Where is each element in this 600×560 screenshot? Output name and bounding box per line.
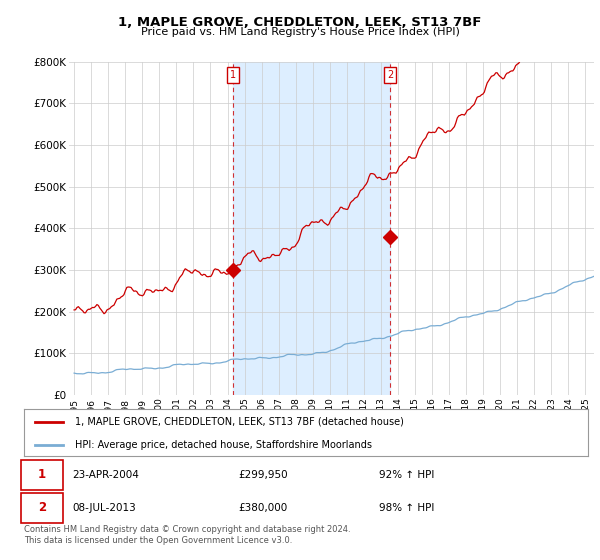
Text: 98% ↑ HPI: 98% ↑ HPI <box>379 503 434 513</box>
Text: Price paid vs. HM Land Registry's House Price Index (HPI): Price paid vs. HM Land Registry's House … <box>140 27 460 37</box>
FancyBboxPatch shape <box>21 493 64 522</box>
Text: 1, MAPLE GROVE, CHEDDLETON, LEEK, ST13 7BF: 1, MAPLE GROVE, CHEDDLETON, LEEK, ST13 7… <box>118 16 482 29</box>
Text: 1, MAPLE GROVE, CHEDDLETON, LEEK, ST13 7BF (detached house): 1, MAPLE GROVE, CHEDDLETON, LEEK, ST13 7… <box>75 417 404 427</box>
Text: 2: 2 <box>387 70 393 80</box>
Text: £299,950: £299,950 <box>238 470 288 480</box>
Text: 08-JUL-2013: 08-JUL-2013 <box>72 503 136 513</box>
Text: £380,000: £380,000 <box>238 503 287 513</box>
Text: HPI: Average price, detached house, Staffordshire Moorlands: HPI: Average price, detached house, Staf… <box>75 440 372 450</box>
Bar <box>233 62 390 395</box>
FancyBboxPatch shape <box>21 460 64 489</box>
Text: 23-APR-2004: 23-APR-2004 <box>72 470 139 480</box>
Text: Contains HM Land Registry data © Crown copyright and database right 2024.
This d: Contains HM Land Registry data © Crown c… <box>24 525 350 545</box>
Text: 1: 1 <box>38 468 46 482</box>
Text: 92% ↑ HPI: 92% ↑ HPI <box>379 470 434 480</box>
Text: 2: 2 <box>38 501 46 514</box>
Text: 1: 1 <box>230 70 236 80</box>
